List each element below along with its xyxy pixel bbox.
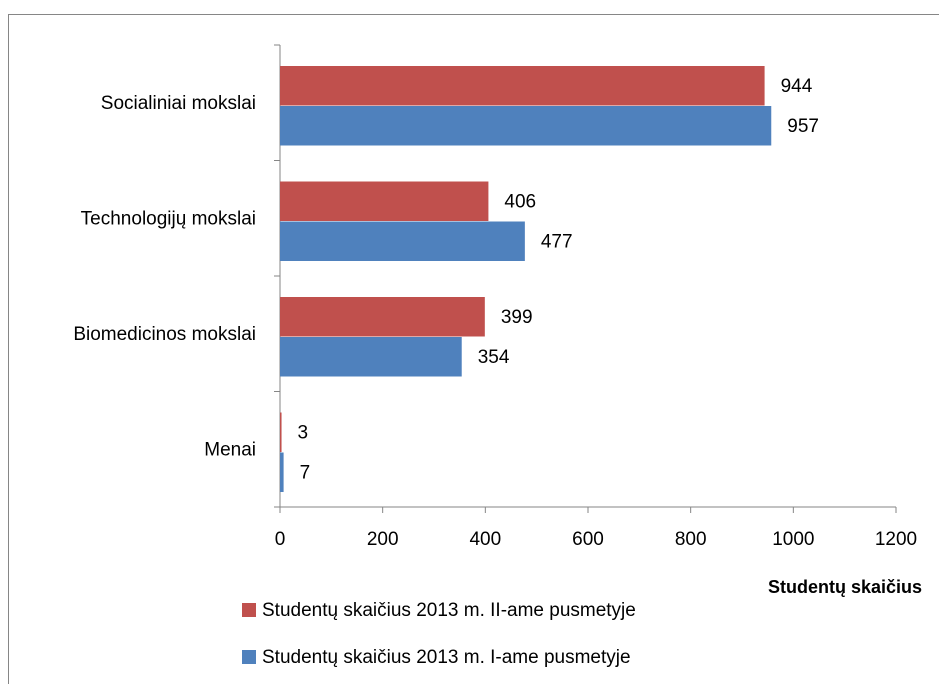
data-label: 406 <box>504 191 536 212</box>
bar <box>280 297 485 337</box>
bar <box>280 452 284 492</box>
bar <box>280 181 489 221</box>
data-label: 7 <box>300 462 311 483</box>
x-tick-label: 0 <box>275 529 286 550</box>
legend-label: Studentų skaičius 2013 m. I-ame pusmetyj… <box>262 647 631 668</box>
x-tick-label: 200 <box>367 529 399 550</box>
y-tick-label: Socialiniai mokslai <box>101 93 256 114</box>
data-label: 3 <box>298 422 309 443</box>
y-tick-label: Biomedicinos mokslai <box>73 324 256 345</box>
legend-swatch <box>242 650 256 664</box>
data-label: 944 <box>781 76 813 97</box>
bar <box>280 412 282 452</box>
data-label: 477 <box>541 231 573 252</box>
bar <box>280 66 765 106</box>
legend-swatch <box>242 603 256 617</box>
data-label: 957 <box>787 116 819 137</box>
x-tick-label: 600 <box>572 529 604 550</box>
data-label: 354 <box>478 347 510 368</box>
legend-label: Studentų skaičius 2013 m. II-ame pusmety… <box>262 600 636 621</box>
y-tick-label: Menai <box>204 439 256 460</box>
bar <box>280 221 525 261</box>
y-tick-label: Technologijų mokslai <box>81 208 256 229</box>
x-tick-label: 1000 <box>772 529 814 550</box>
bar <box>280 337 462 377</box>
x-tick-label: 1200 <box>875 529 917 550</box>
x-tick-label: 400 <box>469 529 501 550</box>
x-axis-title: Studentų skaičius <box>768 577 922 597</box>
x-tick-label: 800 <box>675 529 707 550</box>
bar <box>280 106 772 146</box>
data-label: 399 <box>501 307 533 328</box>
